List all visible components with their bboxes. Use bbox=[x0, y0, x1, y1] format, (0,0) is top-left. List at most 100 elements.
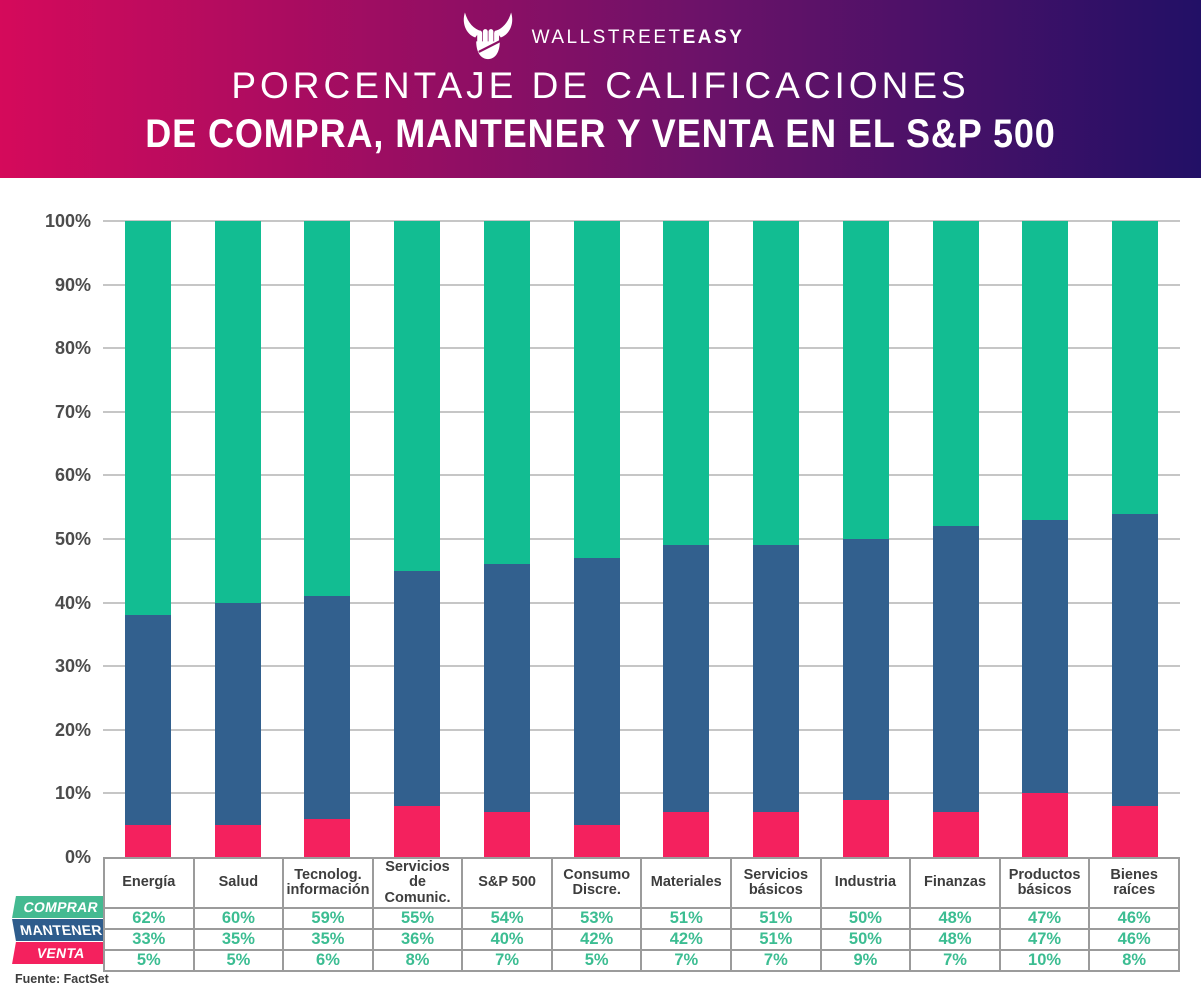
brand-logo: WALLSTREETEASY bbox=[0, 0, 1201, 64]
bar-slot-5 bbox=[462, 221, 552, 857]
bar-segment-mantener bbox=[753, 545, 800, 813]
value-venta-8: 7% bbox=[730, 949, 822, 973]
bar-segment-mantener bbox=[124, 615, 171, 826]
value-mantener-2: 35% bbox=[192, 928, 285, 952]
bar-segment-mantener bbox=[573, 558, 620, 826]
bar-slot-10 bbox=[911, 221, 1001, 857]
value-mantener-11: 47% bbox=[998, 928, 1091, 952]
y-tick-label-30: 30% bbox=[54, 656, 91, 677]
category-header-5: S&P 500 bbox=[461, 856, 553, 910]
bar-segment-mantener bbox=[483, 564, 530, 813]
legend-badge-comprar: COMPRAR bbox=[12, 896, 110, 918]
legend-badge-venta: VENTA bbox=[12, 942, 110, 964]
bar-segment-comprar bbox=[394, 221, 441, 571]
bar-segment-mantener bbox=[394, 570, 441, 807]
value-mantener-9: 50% bbox=[819, 928, 912, 952]
bar-segment-comprar bbox=[573, 221, 620, 559]
bar-segment-venta bbox=[1112, 806, 1159, 857]
y-tick-label-0: 0% bbox=[64, 847, 91, 867]
y-tick-label-70: 70% bbox=[54, 401, 91, 422]
value-comprar-7: 51% bbox=[640, 907, 733, 931]
value-comprar-5: 54% bbox=[461, 907, 553, 931]
bar-segment-comprar bbox=[753, 221, 800, 546]
value-venta-12: 8% bbox=[1088, 949, 1180, 973]
bar-segment-comprar bbox=[304, 221, 351, 597]
bar-segment-mantener bbox=[663, 545, 710, 813]
bar-slot-4 bbox=[372, 221, 462, 857]
bar-segment-comprar bbox=[932, 221, 979, 527]
value-venta-1: 5% bbox=[103, 949, 195, 973]
bar-8 bbox=[753, 221, 800, 857]
value-venta-9: 9% bbox=[819, 949, 912, 973]
bar-segment-comprar bbox=[1022, 221, 1069, 520]
value-comprar-9: 50% bbox=[819, 907, 912, 931]
bar-slot-7 bbox=[642, 221, 732, 857]
bar-segment-venta bbox=[753, 812, 800, 857]
value-mantener-4: 36% bbox=[371, 928, 464, 952]
brand-name-bold: EASY bbox=[682, 26, 745, 48]
bar-segment-comprar bbox=[214, 221, 261, 603]
value-mantener-1: 33% bbox=[103, 928, 195, 952]
bar-segment-comprar bbox=[1112, 221, 1159, 514]
gridline-20 bbox=[103, 728, 1180, 731]
category-header-4: Servicios de Comunic. bbox=[371, 856, 464, 910]
bar-slot-11 bbox=[1001, 221, 1091, 857]
data-table-zone: COMPRAR MANTENER VENTA Energía Salud Tecno… bbox=[12, 856, 1180, 973]
bar-1 bbox=[124, 221, 171, 857]
y-tick-label-50: 50% bbox=[54, 529, 91, 549]
bar-9 bbox=[842, 221, 889, 857]
gridline-60 bbox=[103, 474, 1180, 477]
category-header-1: Energía bbox=[103, 856, 195, 910]
gridline-100 bbox=[103, 220, 1180, 222]
title-line-2: DE COMPRA, MANTENER Y VENTA EN EL S&P 50… bbox=[145, 112, 1056, 156]
value-mantener-5: 40% bbox=[461, 928, 553, 952]
bar-segment-mantener bbox=[304, 596, 351, 819]
value-venta-3: 6% bbox=[282, 949, 374, 973]
value-venta-2: 5% bbox=[192, 949, 285, 973]
bar-5 bbox=[483, 221, 530, 857]
brand-wordmark: WALLSTREETEASY bbox=[532, 27, 745, 49]
value-comprar-6: 53% bbox=[550, 907, 643, 931]
bar-slot-8 bbox=[731, 221, 821, 857]
category-header-10: Finanzas bbox=[909, 856, 1001, 910]
bar-6 bbox=[573, 221, 620, 857]
bar-segment-mantener bbox=[842, 539, 889, 800]
bar-segment-mantener bbox=[1022, 519, 1069, 794]
bar-10 bbox=[932, 221, 979, 857]
bar-segment-venta bbox=[1022, 793, 1069, 857]
y-tick-label-60: 60% bbox=[54, 465, 91, 486]
bar-slot-2 bbox=[193, 221, 283, 857]
bar-segment-venta bbox=[932, 812, 979, 857]
y-tick-label-10: 10% bbox=[54, 783, 91, 804]
category-header-9: Industria bbox=[819, 856, 912, 910]
bar-slot-3 bbox=[283, 221, 373, 857]
stacked-bar-chart: 0% 10% 20% 30% 40% 50% 60% 70% 80% 90% 100% bbox=[45, 211, 1180, 867]
table-body: 62% 60% 59% 55% 54% 53% 51% 51% 50% 48% 47% 46% 33% 3… bbox=[103, 907, 1180, 973]
bar-segment-comprar bbox=[483, 221, 530, 565]
category-header-11: Productos básicos bbox=[998, 856, 1091, 910]
bar-segment-mantener bbox=[932, 526, 979, 813]
value-comprar-4: 55% bbox=[371, 907, 464, 931]
bar-segment-venta bbox=[842, 799, 889, 857]
value-comprar-8: 51% bbox=[730, 907, 822, 931]
gridline-40 bbox=[103, 601, 1180, 604]
bar-segment-mantener bbox=[214, 602, 261, 826]
gridline-30 bbox=[103, 665, 1180, 668]
bar-segment-comprar bbox=[663, 221, 710, 546]
table-header: Energía Salud Tecnolog. información Servici… bbox=[103, 856, 1180, 910]
value-venta-7: 7% bbox=[640, 949, 733, 973]
bar-segment-venta bbox=[573, 825, 620, 857]
bar-slot-1 bbox=[103, 221, 193, 857]
bar-segment-venta bbox=[124, 825, 171, 857]
category-header-3: Tecnolog. información bbox=[282, 856, 374, 910]
bar-segment-venta bbox=[663, 812, 710, 857]
value-mantener-8: 51% bbox=[730, 928, 822, 952]
bar-7 bbox=[663, 221, 710, 857]
bar-segment-venta bbox=[483, 812, 530, 857]
bar-segment-venta bbox=[394, 806, 441, 857]
category-header-7: Materiales bbox=[640, 856, 733, 910]
bar-slot-6 bbox=[552, 221, 642, 857]
gridline-50 bbox=[103, 538, 1180, 540]
table-row-venta: 5% 5% 6% 8% 7% 5% 7% 7% 9% 7% 10% 8% bbox=[103, 949, 1180, 973]
